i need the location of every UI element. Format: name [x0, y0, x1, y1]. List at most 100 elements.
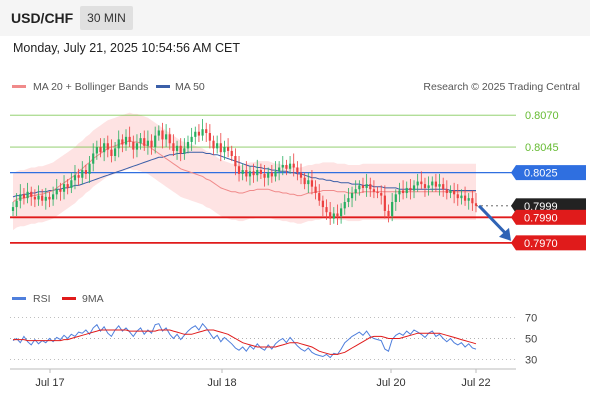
candle-body: [336, 213, 339, 217]
candle-body: [332, 213, 335, 219]
candle-body: [121, 139, 124, 145]
candle-body: [103, 143, 106, 153]
candle-body: [449, 190, 452, 194]
candle-body: [369, 184, 372, 190]
x-tick-label: Jul 18: [207, 377, 236, 389]
candle-body: [252, 171, 255, 176]
candle-body: [194, 131, 197, 137]
candle-body: [409, 187, 412, 191]
candle-body: [165, 134, 168, 140]
candle-body: [274, 171, 277, 177]
candle-body: [212, 140, 215, 149]
level-box-tip-0.8025: [511, 165, 516, 181]
candle-body: [427, 185, 430, 188]
candle-body: [37, 195, 40, 200]
rsi-ma-legend-label: 9MA: [82, 293, 104, 305]
candle-body: [438, 184, 441, 187]
candle-body: [380, 193, 383, 196]
candle-body: [139, 138, 142, 144]
candle-body: [270, 172, 273, 177]
candle-body: [281, 164, 284, 168]
candle-body: [201, 129, 204, 136]
candle-body: [81, 170, 84, 178]
candle-body: [245, 170, 248, 177]
candle-body: [405, 187, 408, 194]
candle-body: [434, 181, 437, 187]
candle-body: [296, 167, 299, 173]
candle-body: [453, 190, 456, 195]
candle-body: [150, 140, 153, 148]
rsi-tick-50: 50: [525, 334, 537, 346]
candle-body: [347, 198, 350, 202]
candle-body: [216, 143, 219, 149]
candle-body: [186, 141, 190, 149]
candle-body: [48, 196, 51, 200]
level-label-0.8045: 0.8045: [525, 142, 559, 154]
candle-body: [208, 133, 211, 141]
rsi-legend-swatch: [12, 297, 26, 300]
candle-body: [460, 195, 463, 199]
candle-body: [394, 194, 397, 202]
candle-body: [442, 184, 445, 190]
candle-body: [365, 184, 368, 188]
candle-body: [223, 147, 226, 153]
candle-body: [19, 194, 22, 201]
level-box-0.7970: [516, 235, 586, 251]
candle-body: [22, 194, 26, 199]
candle-body: [358, 185, 361, 190]
projection-arrow: [477, 204, 509, 236]
candle-body: [59, 189, 62, 192]
ma20-legend-label: MA 20 + Bollinger Bands: [33, 81, 148, 93]
candle-body: [33, 196, 36, 200]
candle-body: [143, 138, 146, 146]
interval-button[interactable]: 30 MIN: [80, 6, 133, 30]
candle-body: [256, 170, 259, 176]
candle-body: [299, 172, 303, 178]
candle-body: [110, 149, 113, 157]
level-box-0.7999: [516, 198, 586, 214]
candle-body: [161, 130, 164, 140]
candle-body: [471, 198, 474, 204]
candle-body: [205, 129, 208, 134]
rsi-tick-30: 30: [525, 355, 537, 367]
candle-body: [190, 136, 193, 142]
candle-body: [285, 164, 288, 169]
candle-body: [416, 181, 419, 186]
candle-body: [128, 136, 131, 142]
bollinger-band: [13, 112, 476, 231]
candle-body: [303, 177, 306, 185]
ma50-line: [12, 151, 476, 198]
level-box-tip-0.7999: [511, 198, 516, 214]
candle-body: [321, 200, 324, 208]
rsi-pane: 70 50 30: [10, 312, 537, 367]
candle-body: [179, 145, 182, 154]
candle-body: [431, 181, 434, 186]
x-tick-label: Jul 17: [35, 377, 64, 389]
candle-body: [95, 147, 98, 154]
currency-pair-title: USD/CHF: [11, 10, 74, 26]
candle-body: [219, 143, 222, 153]
candle-body: [456, 194, 459, 199]
candle-body: [445, 189, 448, 194]
candle-body: [354, 189, 357, 194]
candle-body: [99, 147, 102, 153]
candle-body: [135, 143, 139, 150]
candle-body: [401, 190, 405, 194]
timestamp: Monday, July 21, 2025 10:54:56 AM CET: [13, 41, 240, 55]
candle-body: [350, 193, 354, 199]
candle-body: [88, 163, 91, 174]
candle-body: [73, 175, 77, 181]
candle-body: [248, 171, 252, 177]
candle-body: [383, 195, 386, 211]
candle-body: [66, 184, 69, 188]
candle-body: [241, 170, 244, 174]
candle-body: [62, 184, 66, 192]
candle-body: [84, 170, 88, 174]
candle-body: [113, 148, 117, 157]
rsi-ma-legend-swatch: [62, 297, 76, 300]
candle-body: [387, 210, 390, 217]
candle-body: [237, 166, 241, 174]
candle-body: [44, 196, 47, 201]
ma20-legend-swatch: [12, 85, 26, 88]
